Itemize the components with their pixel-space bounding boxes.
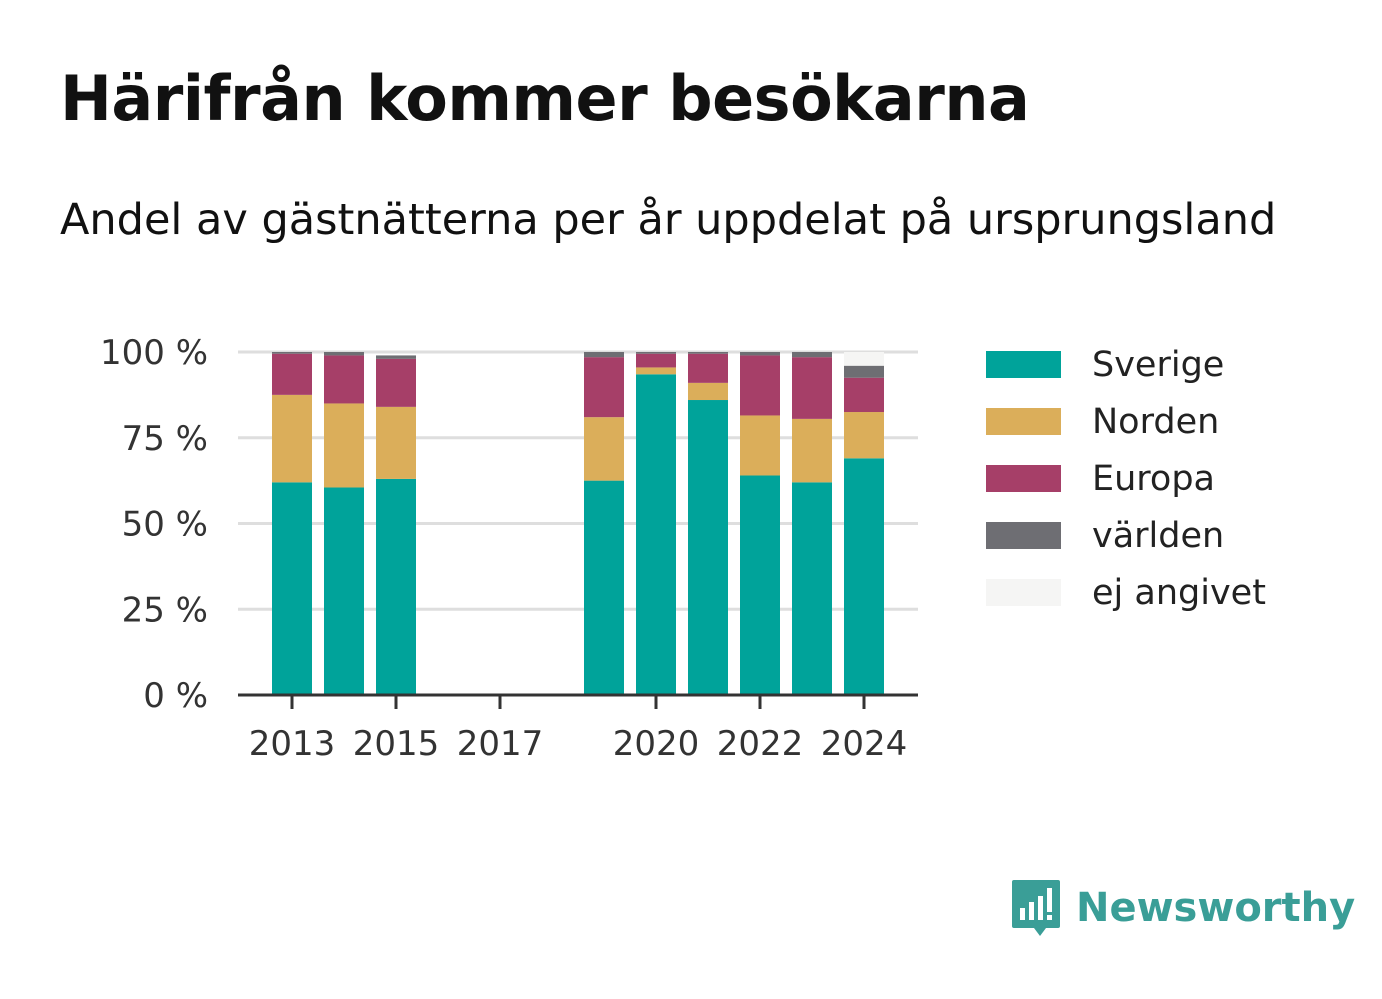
- legend-swatch: [986, 351, 1061, 378]
- bar-segment: [688, 400, 728, 695]
- bar-segment: [272, 394, 312, 483]
- bar-segment: [636, 352, 676, 354]
- bar-segment: [688, 382, 728, 401]
- bar-segment: [688, 353, 728, 383]
- bar-segment: [740, 355, 780, 416]
- bar-segment: [584, 352, 624, 358]
- legend-label: ej angivet: [1092, 572, 1266, 613]
- x-tick-label: 2024: [821, 724, 908, 764]
- bar-segment: [740, 475, 780, 695]
- legend-swatch: [986, 522, 1061, 549]
- legend-item: ej angivet: [986, 564, 1266, 621]
- bar-segment: [584, 417, 624, 481]
- y-tick-label: 100 %: [100, 333, 208, 373]
- bar-segment: [272, 353, 312, 395]
- bar-segment: [376, 406, 416, 479]
- legend-item: Norden: [986, 393, 1266, 450]
- bar-segment: [844, 365, 884, 378]
- chart-legend: Sverige Norden Europa världen ej angivet: [986, 336, 1266, 621]
- bar-segment: [792, 352, 832, 358]
- newsworthy-logo-icon: [1012, 880, 1060, 936]
- bar-segment: [740, 415, 780, 476]
- bar-segment: [740, 352, 780, 356]
- x-tick-label: 2022: [717, 724, 804, 764]
- bar-segment: [792, 418, 832, 483]
- bar-segment: [844, 352, 884, 366]
- legend-swatch: [986, 408, 1061, 435]
- bar-segment: [376, 478, 416, 695]
- x-tick-label: 2015: [353, 724, 440, 764]
- chart-title: Härifrån kommer besökarna: [60, 62, 1030, 135]
- y-tick-label: 0 %: [143, 676, 208, 716]
- bar-segment: [324, 355, 364, 404]
- bar-segment: [844, 377, 884, 413]
- brand-logo: Newsworthy: [1010, 878, 1355, 938]
- x-tick-label: 2020: [613, 724, 700, 764]
- legend-item: Sverige: [986, 336, 1266, 393]
- bar-segment: [376, 355, 416, 359]
- chart-subtitle: Andel av gästnätterna per år uppdelat på…: [60, 195, 1277, 245]
- legend-label: världen: [1092, 515, 1225, 556]
- y-tick-label: 25 %: [122, 590, 208, 630]
- y-tick-label: 75 %: [122, 419, 208, 459]
- legend-label: Europa: [1092, 458, 1215, 499]
- bar-segment: [324, 403, 364, 488]
- bar-segment: [272, 352, 312, 354]
- bar-segment: [844, 412, 884, 459]
- bar-segment: [636, 353, 676, 368]
- bar-segment: [792, 357, 832, 419]
- x-tick-label: 2013: [249, 724, 336, 764]
- bar-segment: [844, 458, 884, 695]
- bar-segment: [636, 367, 676, 375]
- bar-segment: [792, 482, 832, 695]
- brand-name: Newsworthy: [1076, 885, 1356, 931]
- bar-segment: [324, 487, 364, 695]
- bar-segment: [636, 374, 676, 695]
- legend-swatch: [986, 465, 1061, 492]
- bar-segment: [584, 357, 624, 418]
- bar-segment: [324, 352, 364, 356]
- legend-label: Norden: [1092, 401, 1220, 442]
- legend-item: Europa: [986, 450, 1266, 507]
- y-tick-label: 50 %: [122, 505, 208, 545]
- bar-segment: [272, 482, 312, 695]
- bar-segment: [584, 480, 624, 695]
- bar-segment: [688, 352, 728, 354]
- x-tick-label: 2017: [457, 724, 544, 764]
- legend-item: världen: [986, 507, 1266, 564]
- legend-label: Sverige: [1092, 344, 1225, 385]
- legend-swatch: [986, 579, 1061, 606]
- bar-segment: [376, 358, 416, 407]
